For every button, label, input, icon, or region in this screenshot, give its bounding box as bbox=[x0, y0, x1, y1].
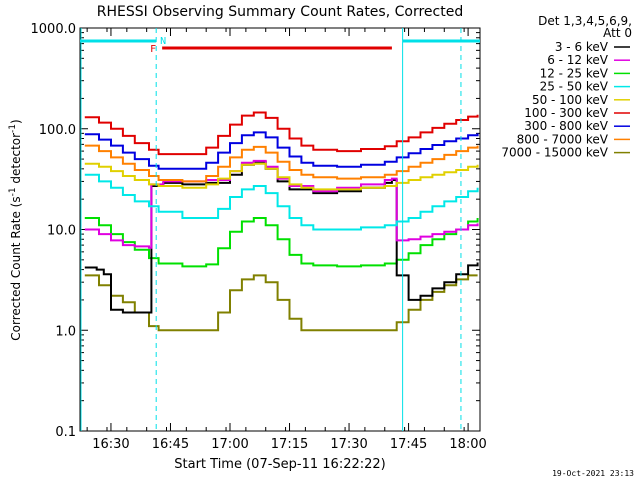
plot-area bbox=[79, 27, 481, 432]
legend-header-line-1: Det 1,3,4,5,6,9, bbox=[538, 14, 632, 28]
plot-frame bbox=[79, 27, 481, 432]
series-line-6 bbox=[84, 131, 479, 170]
flare-flag-label: F bbox=[150, 44, 156, 55]
series-layer bbox=[84, 111, 479, 332]
x-tick-label: 17:15 bbox=[271, 437, 308, 452]
legend-label-1: 6 - 12 keV bbox=[547, 53, 609, 67]
y-axis-label-end: ) bbox=[9, 119, 23, 124]
y-axis-label-main: Corrected Count Rate (s bbox=[9, 196, 23, 340]
legend-header-line-2: Att 0 bbox=[603, 26, 632, 40]
x-axis-label: Start Time (07-Sep-11 16:22:22) bbox=[174, 457, 385, 472]
y-tick-label: 1.0 bbox=[55, 324, 76, 339]
legend-label-6: 300 - 800 keV bbox=[524, 119, 608, 133]
y-tick-label: 10.0 bbox=[47, 224, 76, 239]
series-line-3 bbox=[84, 173, 479, 231]
x-tick-label: 17:00 bbox=[211, 437, 248, 452]
flags-layer: NF bbox=[80, 28, 480, 431]
legend-label-0: 3 - 6 keV bbox=[555, 40, 609, 54]
series-line-4 bbox=[84, 162, 479, 191]
series-line-7 bbox=[84, 144, 479, 183]
series-line-8 bbox=[84, 274, 478, 332]
x-tick-label: 16:45 bbox=[152, 437, 189, 452]
y-tick-label: 1000.0 bbox=[31, 22, 77, 37]
x-axis: 16:30 16:45 17:00 17:15 17:30 17:45 18:00 bbox=[86, 28, 487, 452]
y-tick-label: 0.1 bbox=[55, 425, 76, 440]
y-axis: 0.1 1.0 10.0 100.0 1000.0 bbox=[31, 22, 480, 440]
legend-label-3: 25 - 50 keV bbox=[540, 80, 609, 94]
series-line-1 bbox=[84, 159, 479, 249]
legend-label-2: 12 - 25 keV bbox=[540, 66, 609, 80]
y-tick-label: 100.0 bbox=[39, 123, 76, 138]
night-flag-label: N bbox=[160, 36, 166, 47]
x-tick-label: 17:30 bbox=[330, 437, 367, 452]
y-axis-label-sup1: -1 bbox=[8, 187, 18, 196]
legend-label-5: 100 - 300 keV bbox=[524, 106, 608, 120]
x-tick-label: 17:45 bbox=[390, 437, 427, 452]
y-axis-label-mid: detector bbox=[9, 133, 23, 188]
series-line-5 bbox=[84, 111, 479, 156]
series-line-2 bbox=[84, 217, 479, 268]
chart-title: RHESSI Observing Summary Count Rates, Co… bbox=[97, 4, 463, 20]
y-axis-label-sup2: -1 bbox=[8, 124, 18, 133]
legend-label-7: 800 - 7000 keV bbox=[517, 132, 609, 146]
legend-label-8: 7000 - 15000 keV bbox=[501, 146, 608, 160]
legend-label-4: 50 - 100 keV bbox=[532, 93, 609, 107]
footer-timestamp: 19-Oct-2021 23:13 bbox=[552, 469, 634, 478]
y-axis-label: Corrected Count Rate (s-1 detector-1) bbox=[8, 119, 23, 340]
series-line-0 bbox=[84, 160, 479, 314]
x-tick-label: 16:30 bbox=[92, 437, 129, 452]
x-tick-label: 18:00 bbox=[449, 437, 486, 452]
